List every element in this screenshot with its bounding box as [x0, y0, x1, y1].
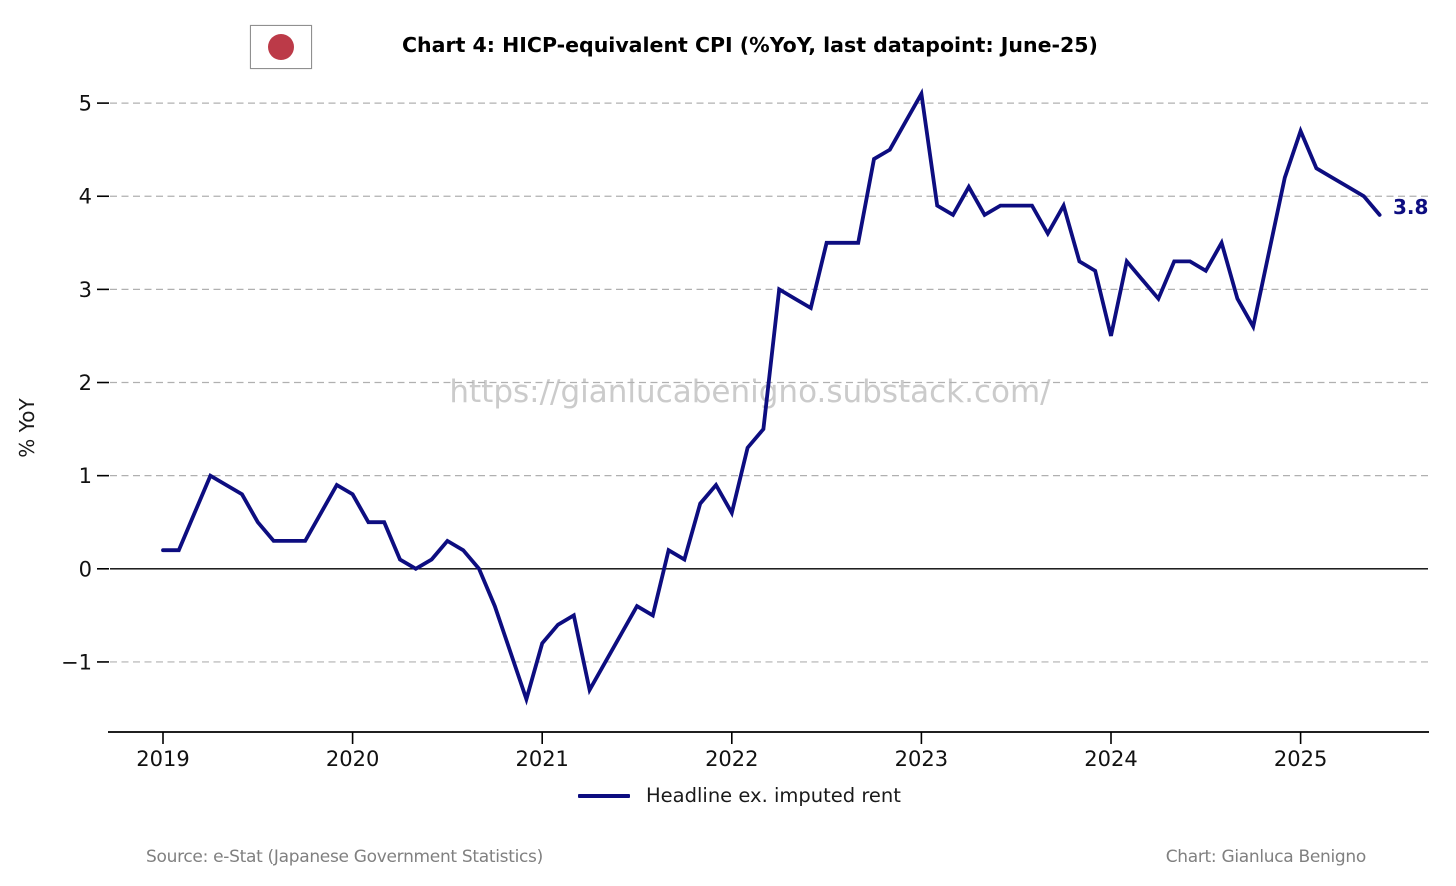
page-title: Chart 4: HICP-equivalent CPI (%YoY, last… [402, 33, 1098, 57]
y-tick-label: −1 [61, 650, 92, 674]
x-tick-label: 2021 [515, 747, 568, 771]
x-tick-label: 2022 [705, 747, 758, 771]
y-tick-label: 5 [79, 92, 92, 116]
legend-line-swatch-icon [578, 793, 630, 798]
watermark-text: https://gianlucabenigno.substack.com/ [449, 374, 1051, 410]
x-tick-label: 2020 [326, 747, 379, 771]
japan-flag-sun-circle [268, 34, 294, 60]
x-tick-label: 2023 [895, 747, 948, 771]
data-line [161, 88, 1382, 706]
chart-credit: Chart: Gianluca Benigno [1165, 847, 1367, 867]
y-tick-label: 2 [79, 371, 92, 395]
x-tick-label: 2025 [1274, 747, 1327, 771]
source-credit: Source: e-Stat (Japanese Government Stat… [146, 847, 543, 867]
x-tick-label: 2024 [1084, 747, 1137, 771]
y-tick-label: 4 [79, 185, 92, 209]
last-value-label: 3.8 [1393, 195, 1429, 219]
y-tick-label: 1 [79, 464, 92, 488]
legend-label: Headline ex. imputed rent [646, 784, 901, 807]
legend: Headline ex. imputed rent [578, 784, 901, 807]
y-tick-label: 0 [79, 557, 92, 581]
y-tick-label: 3 [79, 278, 92, 302]
japan-flag-icon [250, 25, 312, 69]
x-tick-label: 2019 [136, 747, 189, 771]
y-axis-title: % YoY [15, 398, 39, 458]
